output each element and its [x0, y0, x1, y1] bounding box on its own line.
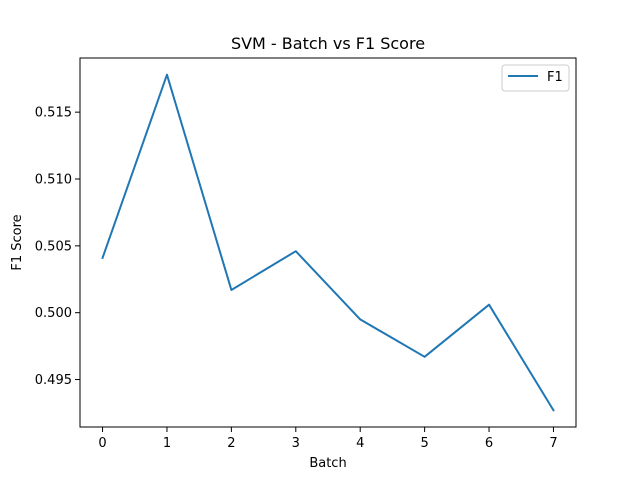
x-tick-label: 1 [163, 436, 171, 451]
legend: F1 [501, 64, 570, 92]
chart-title: SVM - Batch vs F1 Score [231, 34, 425, 53]
x-tick-label: 6 [485, 436, 493, 451]
y-axis-title: F1 Score [10, 214, 25, 270]
series-line-f1 [101, 73, 555, 412]
x-tick-label: 3 [292, 436, 300, 451]
y-tick-label: 0.515 [35, 106, 72, 121]
x-tick-label: 0 [98, 436, 106, 451]
legend-box [501, 64, 570, 92]
x-axis-title: Batch [309, 456, 346, 471]
y-tick-label: 0.500 [35, 306, 72, 321]
series-layer [101, 73, 555, 412]
x-tick-label: 5 [420, 436, 428, 451]
y-tick-label: 0.495 [35, 373, 72, 388]
y-axis: 0.495 0.500 0.505 0.510 0.515 [35, 106, 80, 388]
x-tick-label: 2 [227, 436, 235, 451]
plot-frame [79, 57, 577, 428]
y-tick-label: 0.510 [35, 172, 72, 187]
x-axis: 0 1 2 3 4 5 6 7 [98, 427, 558, 451]
x-tick-label: 4 [356, 436, 364, 451]
x-tick-label: 7 [549, 436, 557, 451]
y-tick-label: 0.505 [35, 239, 72, 254]
legend-label: F1 [547, 70, 563, 85]
